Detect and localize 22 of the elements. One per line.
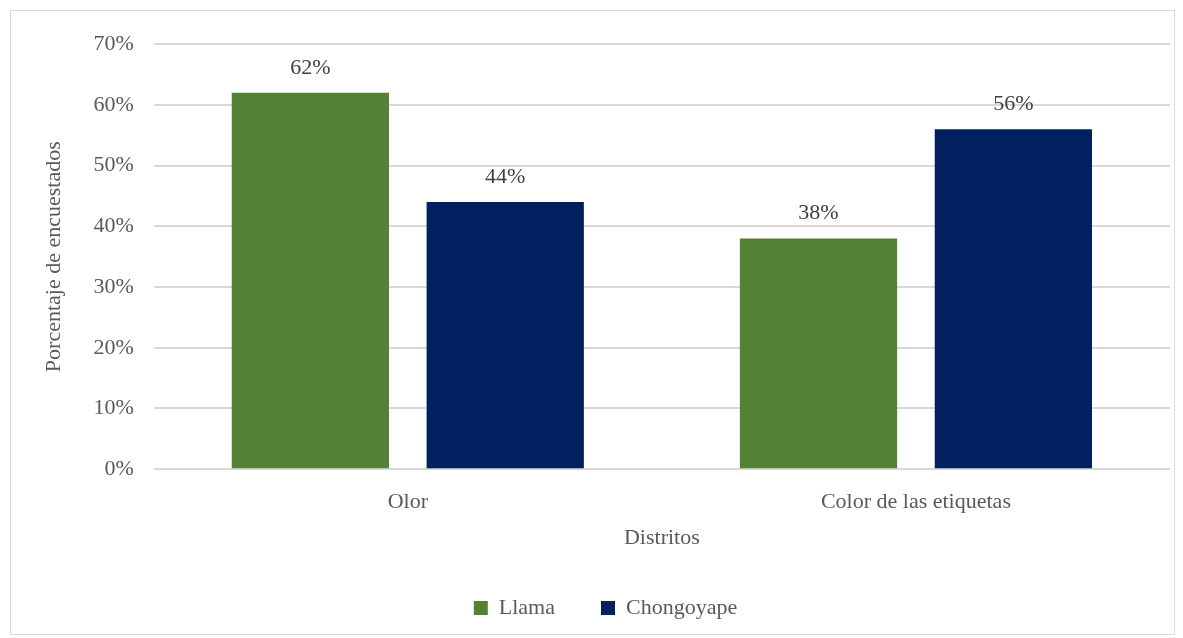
y-tick-label: 70% <box>93 29 134 55</box>
bar <box>739 238 898 469</box>
x-tick-label: Color de las etiquetas <box>820 488 1011 514</box>
y-tick-label: 20% <box>93 333 134 359</box>
bar <box>934 129 1092 469</box>
x-tick-label: Olor <box>387 488 429 514</box>
data-label: 62% <box>290 53 331 79</box>
legend-label: Chongoyape <box>625 593 738 619</box>
y-tick-label: 60% <box>93 90 134 116</box>
y-axis-title: Porcentaje de encuestados <box>39 141 65 373</box>
bar <box>231 92 389 469</box>
legend-label: Llama <box>498 593 556 619</box>
data-label: 38% <box>798 199 839 225</box>
data-label: 56% <box>993 89 1034 115</box>
y-tick-label: 10% <box>93 394 134 420</box>
x-axis-title: Distritos <box>623 523 700 549</box>
y-tick-label: 40% <box>93 212 134 238</box>
y-tick-label: 0% <box>104 454 134 480</box>
y-tick-label: 50% <box>93 151 134 177</box>
bar <box>426 202 584 469</box>
y-tick-label: 30% <box>93 272 134 298</box>
data-label: 44% <box>485 162 526 188</box>
